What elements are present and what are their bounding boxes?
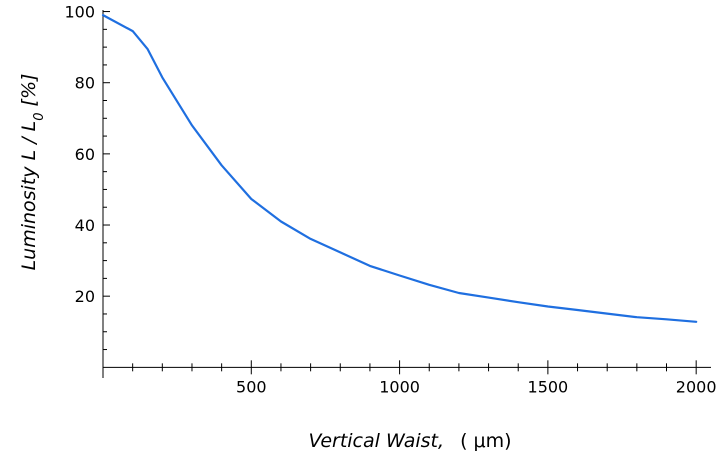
y-axis-title-subscript: 0 [32,112,47,120]
x-tick-label: 2000 [676,377,717,396]
x-axis-title-main: Vertical Waist, [308,430,444,452]
y-tick-label: 80 [75,74,95,93]
x-axis-title-unit: ( μm) [460,430,511,452]
plot-area: 500 1000 1500 2000 20 40 60 80 100 [64,3,716,397]
y-axis-title-unit: [%] [18,74,40,113]
y-axis-title: Luminosity L / L0 [%] [18,74,47,271]
x-tick-label: 500 [236,377,267,396]
x-axis-title: Vertical Waist, ( μm) [308,430,511,452]
y-tick-label: 20 [75,287,95,306]
luminosity-curve [101,14,698,323]
x-tick-label: 1000 [379,377,420,396]
y-axis-title-main: Luminosity L / L [18,121,40,271]
y-tick-label: 40 [75,216,95,235]
x-tick-label: 1500 [528,377,569,396]
y-tick-label: 60 [75,145,95,164]
y-tick-label: 100 [64,3,95,22]
